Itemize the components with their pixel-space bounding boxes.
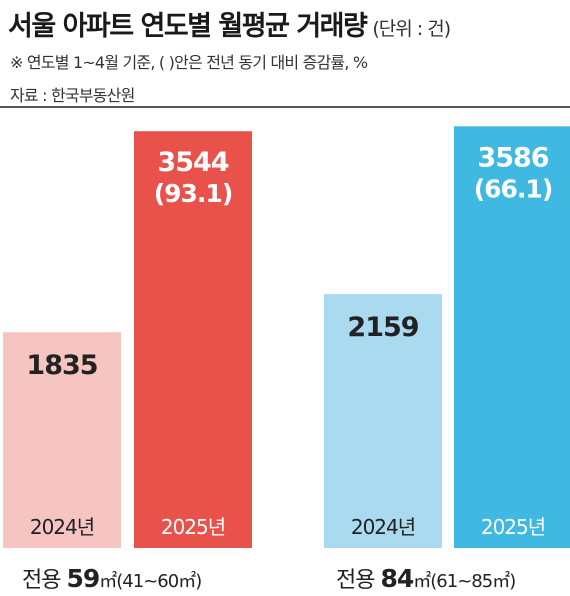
header-divider: [0, 106, 570, 108]
bar-84-2024: [324, 294, 442, 548]
bar-change-label: (93.1): [154, 179, 233, 208]
group-label-suffix: ㎡(61~85㎡): [413, 571, 516, 592]
bar-year-label: 2025년: [161, 515, 225, 539]
bar-year-label: 2024년: [351, 515, 415, 539]
bar-year-label: 2025년: [481, 515, 545, 539]
bar-59-2025: [134, 131, 252, 549]
bar-change-label: (66.1): [474, 174, 553, 203]
group-label-suffix: ㎡(41~60㎡): [99, 571, 202, 592]
bar-year-label: 2024년: [30, 515, 94, 539]
bar-value-label: 3544: [157, 147, 228, 178]
group-label-84: 전용 84㎡(61~85㎡): [336, 562, 516, 594]
bar-value-label: 2159: [347, 312, 418, 343]
unit-label: (단위 : 건): [372, 18, 451, 40]
group-label-59: 전용 59㎡(41~60㎡): [22, 562, 202, 594]
bar-value-label: 3586: [477, 142, 548, 173]
bar-value-label: 1835: [26, 350, 97, 381]
bar-84-2025: [454, 126, 570, 548]
group-label-prefix: 전용: [22, 568, 61, 593]
chart-title: 서울 아파트 연도별 월평균 거래량: [8, 11, 368, 42]
chart-source: 자료 : 한국부동산원: [10, 86, 135, 105]
bar-59-2024: [3, 332, 121, 548]
chart-note: ※ 연도별 1~4월 기준, ( )안은 전년 동기 대비 증감률, %: [10, 53, 368, 72]
group-label-prefix: 전용: [336, 568, 375, 593]
group-label-size: 84: [380, 564, 414, 593]
group-label-size: 59: [66, 564, 100, 593]
title-row: 서울 아파트 연도별 월평균 거래량 (단위 : 건): [8, 4, 451, 43]
